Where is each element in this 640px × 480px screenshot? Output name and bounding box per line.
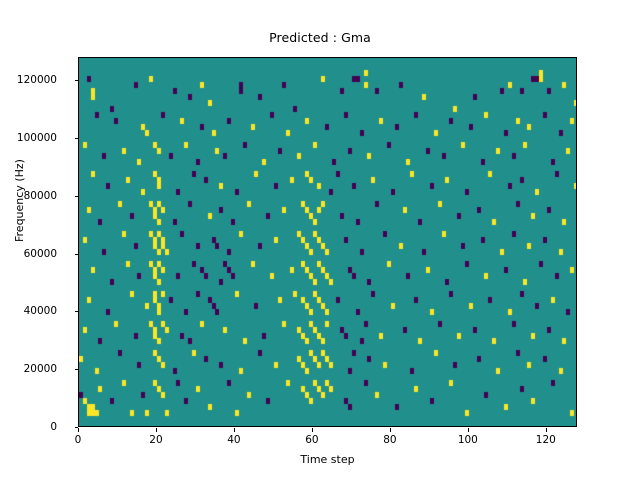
y-tick-mark [74, 311, 78, 313]
y-tick-mark [74, 80, 78, 82]
y-tick-label: 100000 [16, 131, 57, 144]
x-tick-label: 100 [457, 434, 478, 446]
x-tick-label: 60 [305, 434, 319, 446]
x-tick-label: 20 [149, 434, 163, 446]
y-axis-label: Frequency (Hz) [13, 159, 26, 242]
x-tick-mark [155, 428, 157, 432]
heatmap-image [79, 58, 576, 426]
x-tick-mark [467, 428, 469, 432]
y-tick-mark [74, 195, 78, 197]
x-axis-label: Time step [300, 453, 355, 466]
y-tick-label: 120000 [16, 74, 57, 87]
x-tick-label: 120 [535, 434, 556, 446]
x-tick-mark [545, 428, 547, 432]
y-tick-mark [74, 369, 78, 371]
x-tick-mark [311, 428, 313, 432]
y-tick-mark [74, 427, 78, 428]
page-title: Predicted : Gma [269, 30, 371, 45]
x-tick-label: 0 [74, 434, 82, 446]
y-tick-label: 60000 [23, 247, 57, 260]
x-tick-mark [389, 428, 391, 432]
x-tick-label: 40 [227, 434, 241, 446]
y-tick-label: 20000 [23, 363, 57, 376]
x-tick-mark [78, 428, 79, 432]
x-tick-label: 80 [383, 434, 397, 446]
y-tick-mark [74, 253, 78, 255]
y-tick-label: 40000 [23, 305, 57, 318]
y-tick-label: 0 [50, 421, 57, 433]
heatmap-axes [78, 57, 577, 427]
x-tick-mark [233, 428, 235, 432]
y-tick-label: 80000 [23, 189, 57, 202]
y-tick-mark [74, 137, 78, 139]
